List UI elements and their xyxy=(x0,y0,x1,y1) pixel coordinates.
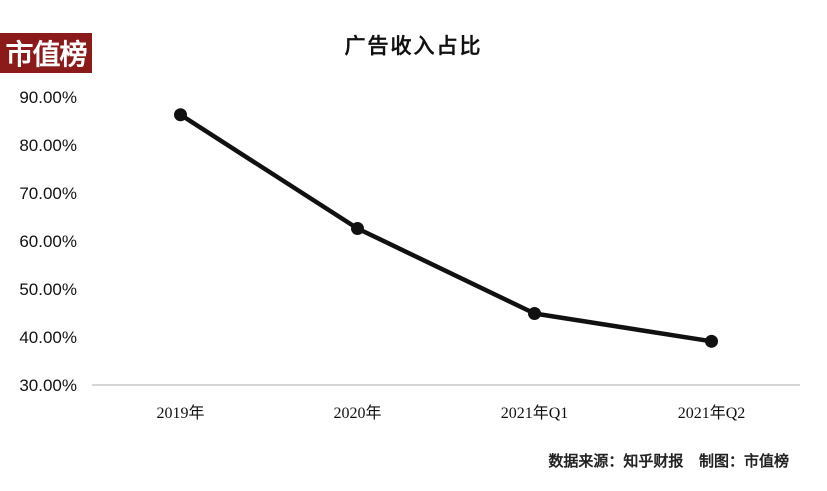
x-tick-label: 2021年Q2 xyxy=(678,404,746,422)
source-note: 数据来源：知乎财报 制图：市值榜 xyxy=(548,452,789,470)
data-point xyxy=(705,334,718,348)
data-point xyxy=(351,222,364,236)
y-tick-label: 60.00% xyxy=(19,232,77,251)
y-tick-label: 70.00% xyxy=(19,184,77,203)
x-tick-label: 2021年Q1 xyxy=(501,404,569,422)
y-tick-label: 80.00% xyxy=(19,136,77,155)
data-point xyxy=(528,306,541,320)
brand-logo: 市值榜 xyxy=(0,33,92,73)
y-tick-label: 40.00% xyxy=(19,328,77,347)
y-tick-label: 90.00% xyxy=(19,88,77,107)
x-tick-label: 2019年 xyxy=(156,404,204,422)
chart-title: 广告收入占比 xyxy=(344,33,483,58)
y-tick-label: 30.00% xyxy=(19,376,77,395)
series-line xyxy=(178,112,714,344)
x-tick-label: 2020年 xyxy=(333,404,381,422)
data-point xyxy=(174,108,187,122)
y-tick-label: 50.00% xyxy=(19,280,77,299)
